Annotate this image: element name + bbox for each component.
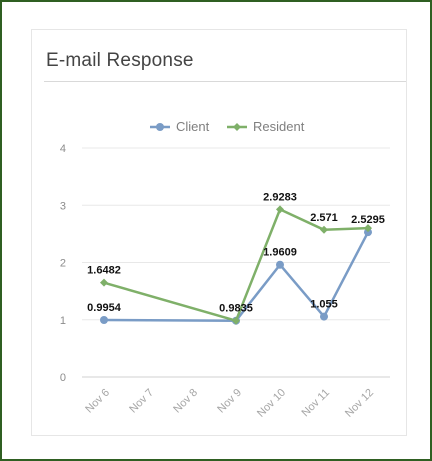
data-label: 1.055 [310,299,338,311]
data-point [276,205,284,214]
data-point [276,260,284,269]
y-tick-label: 4 [60,143,66,155]
legend-marker [156,123,164,131]
x-tick-label: Nov 12 [343,387,376,420]
data-point [320,312,328,321]
data-point [232,316,240,325]
chart-panel: E-mail Response 0 1 2 3 4 Nov 6 Nov 7 Nov 8 Nov … [31,29,407,436]
data-point [100,316,108,325]
title-divider [44,81,406,82]
y-tick-label: 1 [60,315,66,327]
data-label: 1.9609 [263,247,297,259]
x-tick-label: Nov 11 [300,387,333,420]
data-label: 2.5295 [351,214,385,226]
data-point [100,278,108,287]
data-point [364,228,372,237]
chart-title: E-mail Response [46,50,194,71]
x-tick-label: Nov 9 [215,387,244,416]
y-tick-label: 0 [60,372,66,384]
data-label: 0.9954 [87,302,122,314]
line-chart: 0 1 2 3 4 Nov 6 Nov 7 Nov 8 Nov 9 Nov 10 Nov 11 Nov… [60,119,390,420]
x-tick-label: Nov 8 [171,387,200,416]
y-tick-label: 2 [60,258,66,270]
data-point [320,225,328,234]
x-tick-label: Nov 10 [255,387,288,420]
x-tick-label: Nov 7 [127,387,156,416]
data-label: 1.6482 [87,265,121,277]
data-label: 2.571 [310,212,338,224]
data-point [364,224,372,233]
legend-label: Client [176,119,210,134]
legend-label: Resident [253,119,305,134]
x-tick-label: Nov 6 [83,387,112,416]
data-label: 0.9835 [219,303,253,315]
y-tick-label: 3 [60,200,66,212]
legend-marker [233,123,241,131]
data-label: 2.9283 [263,191,297,203]
